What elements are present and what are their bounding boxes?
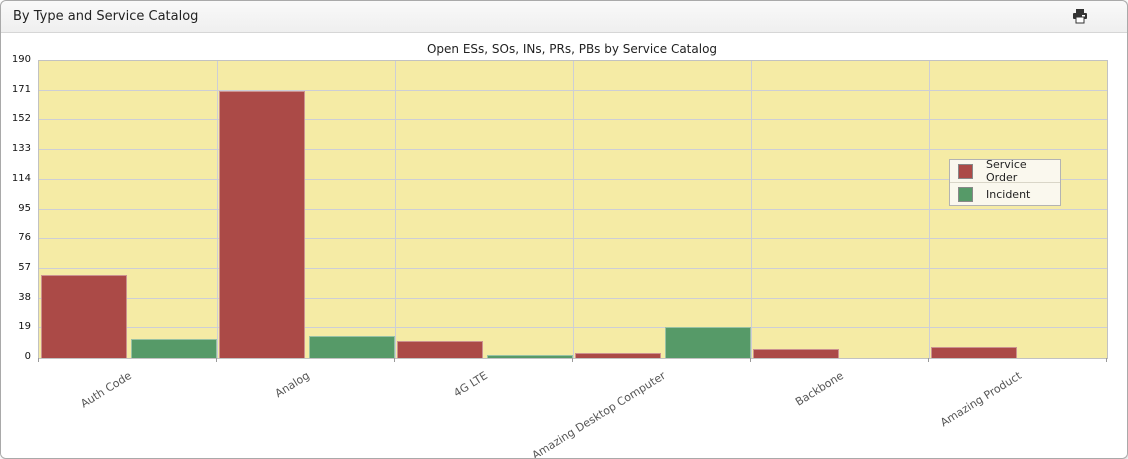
x-category-label: Auth Code (78, 369, 134, 411)
bar-service-order[interactable] (41, 275, 127, 358)
y-tick-label: 152 (11, 113, 31, 125)
x-tick-mark (38, 358, 39, 362)
legend-item-incident[interactable]: Incident (950, 182, 1060, 205)
y-tick-label: 76 (18, 232, 31, 244)
y-tick-label: 114 (11, 172, 31, 184)
x-tick-mark (928, 358, 929, 362)
y-tick-label: 38 (18, 291, 31, 303)
bar-incident[interactable] (309, 336, 395, 358)
print-button[interactable] (1071, 9, 1089, 25)
x-tick-mark (1106, 358, 1107, 362)
legend-item-service-order[interactable]: Service Order (950, 158, 1060, 184)
portlet-header: By Type and Service Catalog (1, 1, 1127, 33)
y-tick-label: 57 (18, 261, 31, 273)
chart-container: Open ESs, SOs, INs, PRs, PBs by Service … (1, 33, 1127, 458)
bar-incident[interactable] (487, 354, 573, 358)
gridline-vertical (929, 61, 930, 358)
bar-service-order[interactable] (397, 340, 483, 358)
y-tick-label: 133 (11, 143, 31, 155)
y-tick-label: 0 (24, 351, 31, 362)
bar-service-order[interactable] (931, 347, 1017, 358)
x-category-label: Backbone (793, 369, 846, 409)
legend-swatch (958, 163, 973, 179)
gridline-vertical (217, 61, 218, 358)
bar-service-order[interactable] (575, 353, 661, 358)
x-category-label: Amazing Desktop Computer (529, 369, 668, 459)
gridline-vertical (751, 61, 752, 358)
legend: Service Order Incident (949, 158, 1061, 206)
x-category-label: Analog (272, 369, 312, 401)
y-tick-label: 190 (11, 54, 31, 65)
x-tick-mark (572, 358, 573, 362)
bar-service-order[interactable] (219, 90, 305, 358)
x-tick-mark (394, 358, 395, 362)
bar-incident[interactable] (131, 339, 217, 358)
x-category-label: 4G LTE (451, 369, 490, 400)
legend-swatch (958, 186, 973, 202)
chart-title: Open ESs, SOs, INs, PRs, PBs by Service … (426, 42, 718, 56)
bar-incident[interactable] (665, 326, 751, 358)
y-tick-label: 19 (18, 321, 31, 333)
printer-icon (1072, 9, 1088, 27)
x-category-label: Amazing Product (938, 369, 1024, 430)
gridline-vertical (395, 61, 396, 358)
x-tick-mark (216, 358, 217, 362)
legend-label: Incident (986, 187, 1031, 201)
legend-label: Service Order (986, 158, 1027, 184)
bar-service-order[interactable] (753, 348, 839, 358)
plot-area (38, 60, 1108, 359)
y-tick-label: 95 (18, 202, 31, 214)
portlet-title: By Type and Service Catalog (13, 9, 199, 24)
gridline-vertical (573, 61, 574, 358)
y-tick-label: 171 (11, 83, 31, 95)
x-tick-mark (750, 358, 751, 362)
